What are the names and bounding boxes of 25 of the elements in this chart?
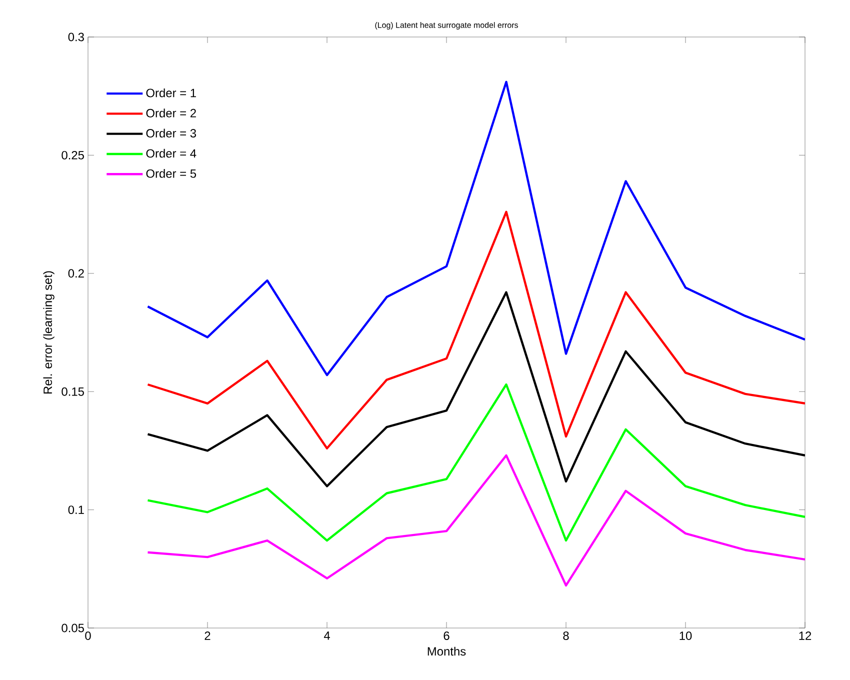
x-tick-label: 0 [85, 632, 91, 640]
y-tick-label: 0.1 [68, 506, 84, 514]
legend-label: Order = 5 [146, 169, 196, 178]
line-series [146, 291, 806, 488]
y-tick-label: 0.15 [62, 387, 84, 396]
x-tick-label: 4 [324, 632, 330, 640]
line-series [146, 80, 806, 376]
x-tick-label: 6 [444, 632, 450, 640]
x-axis-title: Months [428, 646, 466, 656]
line-series [146, 454, 806, 587]
legend-label: Order = 3 [146, 128, 196, 138]
y-tick-label: 0.25 [62, 150, 84, 160]
y-axis-title: Rel. error (learning set) [43, 271, 54, 394]
y-tick-label: 0.2 [68, 269, 84, 278]
x-tick-label: 2 [204, 632, 210, 640]
legend-label: Order = 2 [146, 108, 196, 118]
legend-label: Order = 4 [146, 148, 196, 158]
legend-label: Order = 1 [146, 88, 196, 98]
y-tick-label: 0.05 [62, 624, 84, 632]
x-tick-label: 10 [680, 632, 692, 640]
line-series [146, 383, 806, 542]
x-tick-label: 8 [563, 632, 569, 640]
line-series [146, 210, 806, 450]
x-tick-label: 12 [799, 632, 812, 640]
y-tick-label: 0.3 [68, 32, 84, 42]
